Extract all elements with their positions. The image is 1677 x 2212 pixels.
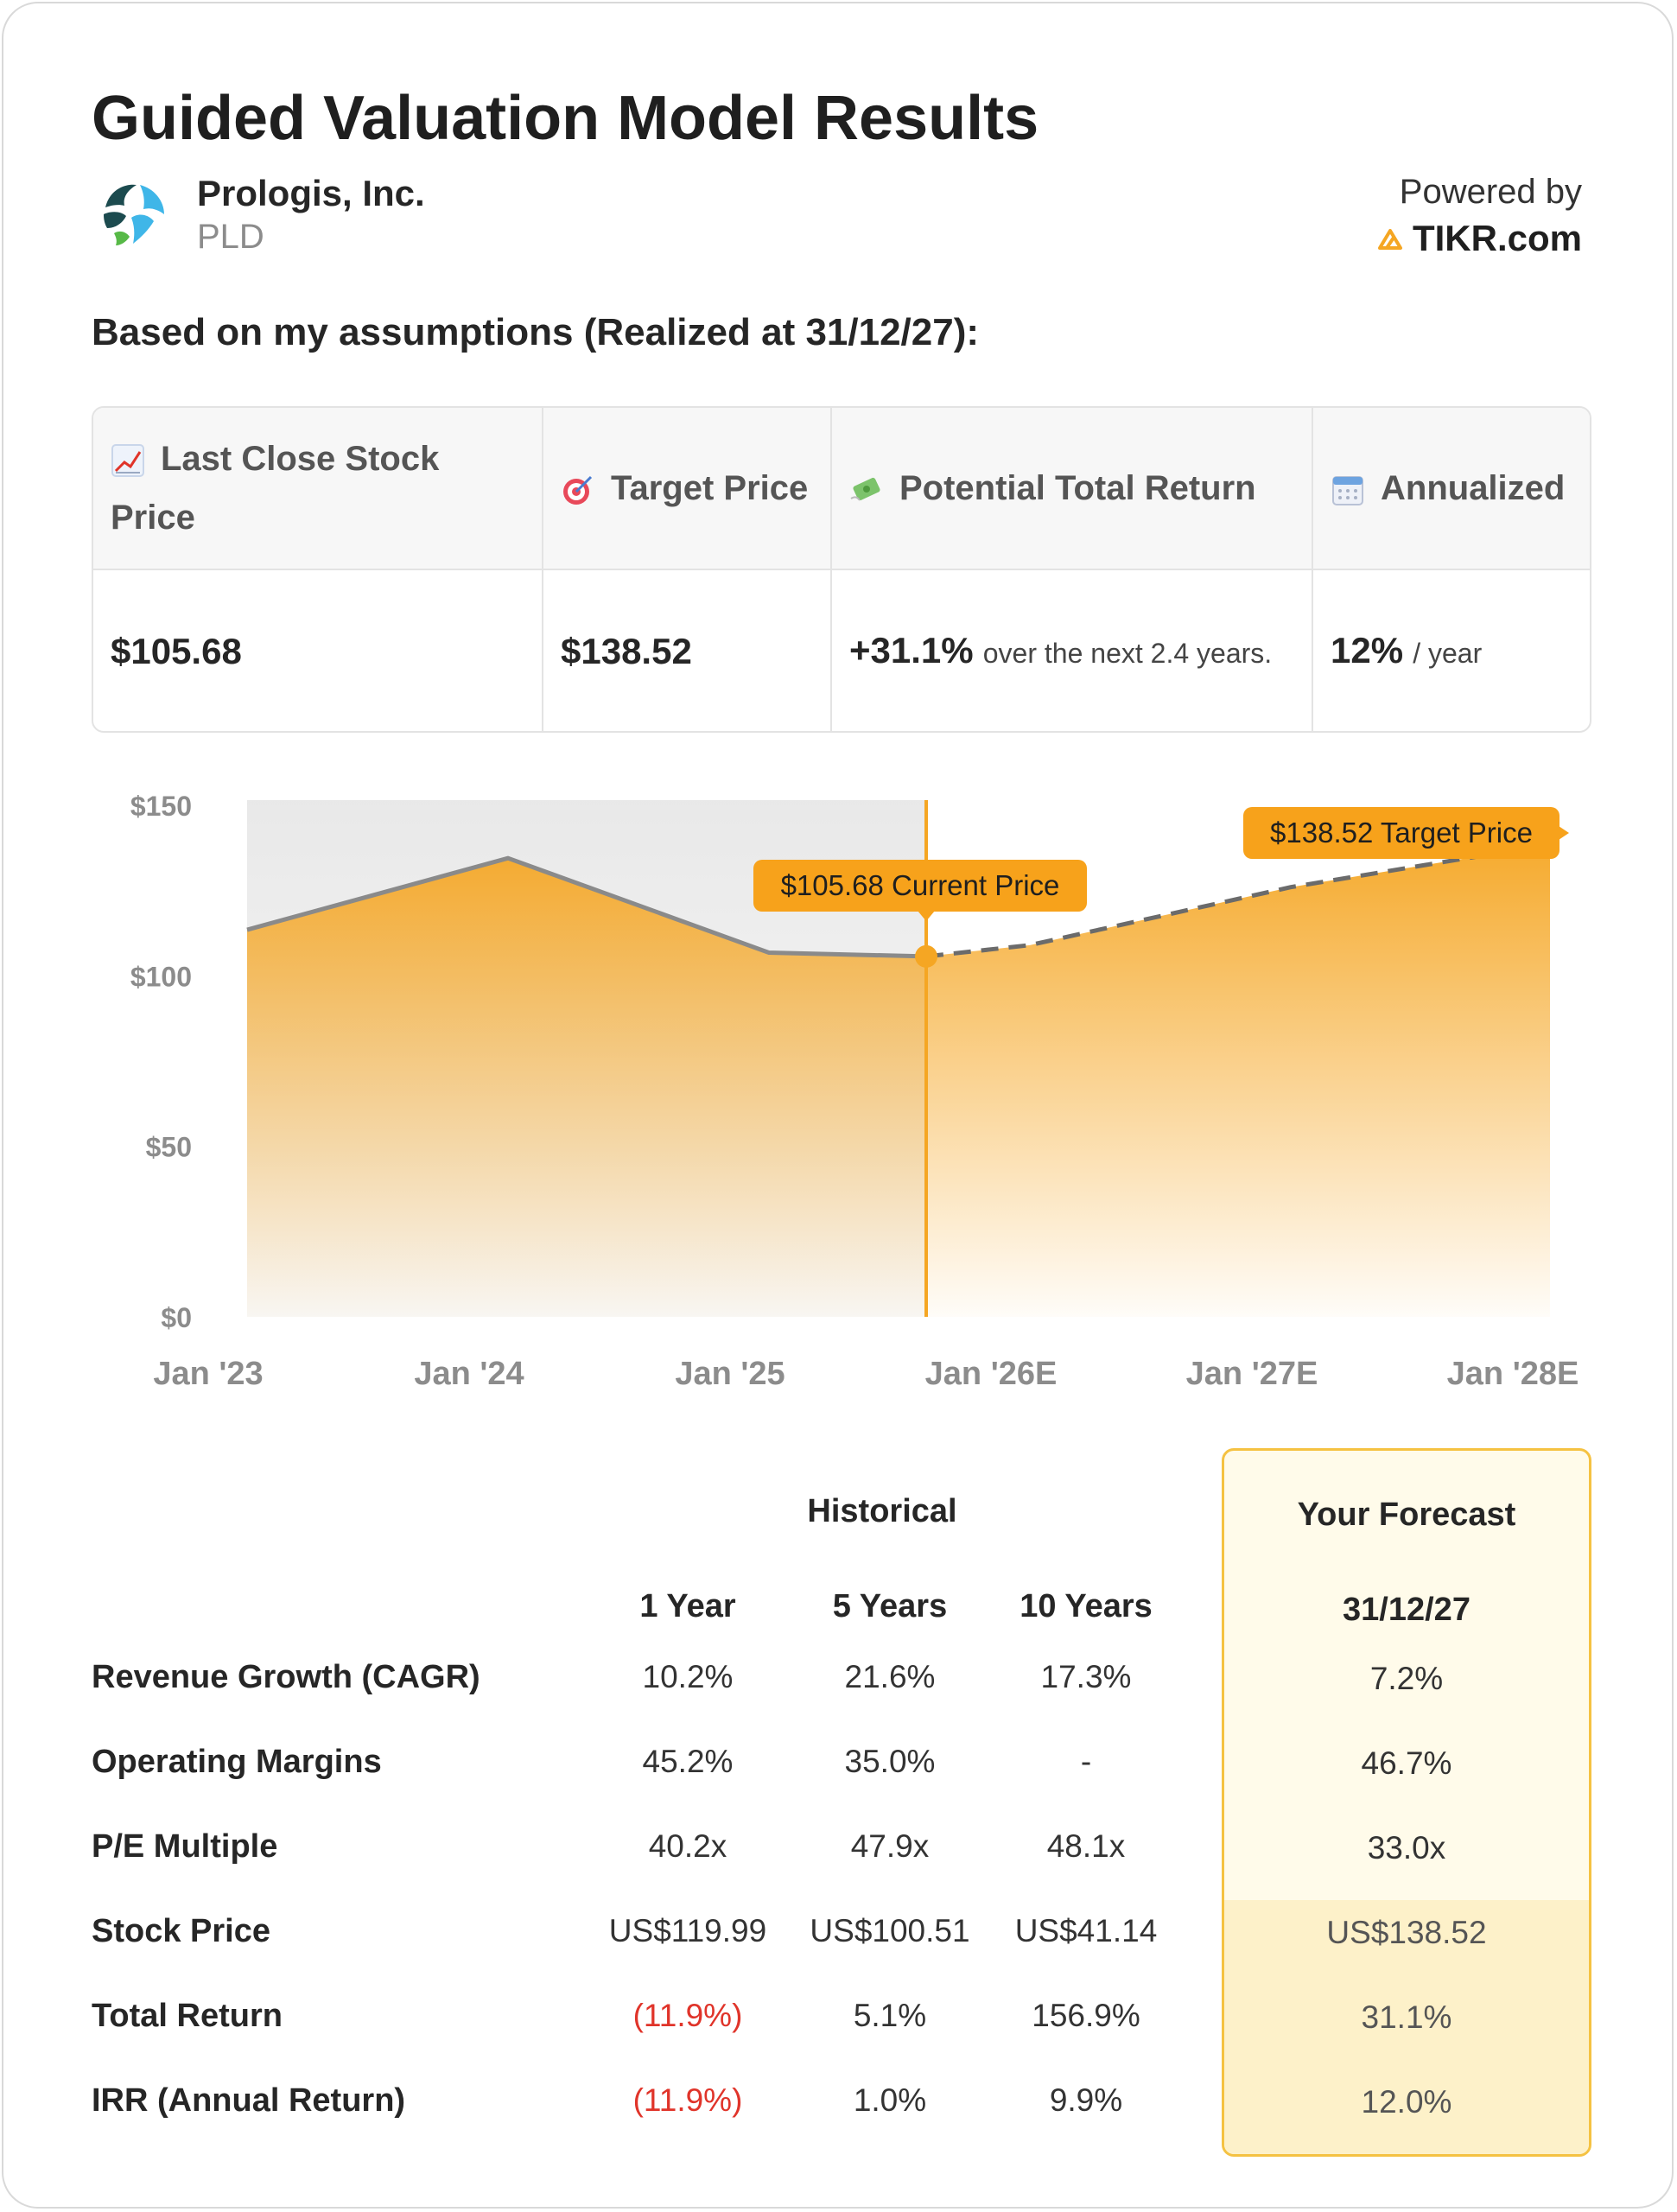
x-tick-label: Jan '28E [1447, 1356, 1579, 1392]
table-cell: 47.9x [850, 1828, 930, 1864]
current-price-marker [915, 944, 937, 968]
x-tick-label: Jan '25 [675, 1356, 785, 1392]
summary-col-last-close: Last Close Stock Price $105.68 [93, 408, 543, 731]
forecast-column-box [1222, 1448, 1591, 2157]
table-cell: 48.1x [1046, 1828, 1126, 1864]
ticker-symbol: PLD [197, 218, 264, 256]
table-cell: US$119.99 [608, 1913, 767, 1948]
x-tick-label: Jan '24 [414, 1356, 524, 1392]
price-area [247, 844, 1550, 1317]
forecast-line [925, 842, 1551, 959]
annualized-suffix: / year [1413, 637, 1483, 669]
tikr-brand-link[interactable]: TIKR.com [1377, 218, 1582, 259]
table-cell: US$100.51 [810, 1913, 970, 1948]
price-chart: $0 $50 $100 $150 Jan '23 Jan '24 Jan '25 Jan '2… [3, 764, 1677, 1421]
row-label-total-return: Total Return [92, 1998, 283, 2034]
summary-label-total-return: Potential Total Return [899, 469, 1256, 507]
table-cell: 45.2% [642, 1744, 734, 1779]
page-title: Guided Valuation Model Results [92, 84, 1039, 153]
table-cell: - [1080, 1744, 1092, 1779]
chart-increasing-icon [111, 444, 144, 478]
powered-by-label: Powered by [1399, 173, 1582, 211]
y-tick-label: $0 [161, 1302, 192, 1333]
target-price-label-text: $138.52 Target Price [1270, 817, 1533, 849]
forecast-date-header: 31/12/27 [1343, 1592, 1471, 1628]
forecast-cell: 12.0% [1361, 2084, 1452, 2120]
row-label-operating-margins: Operating Margins [92, 1744, 382, 1780]
summary-table: Last Close Stock Price $105.68 Target Pr… [92, 406, 1591, 733]
historical-line [246, 855, 927, 959]
table-cell: US$41.14 [1014, 1913, 1158, 1948]
assumptions-heading: Based on my assumptions (Realized at 31/… [92, 311, 980, 353]
table-cell: 156.9% [1032, 1998, 1140, 2033]
y-tick-label: $100 [130, 961, 192, 992]
metrics-table: Historical Your Forecast 1 Year 5 Years … [3, 1438, 1677, 2164]
target-price-label-pointer [1559, 826, 1569, 840]
annualized-value: 12% [1331, 629, 1404, 671]
col-header-1-year: 1 Year [639, 1588, 736, 1624]
current-price-label-pointer [918, 911, 935, 921]
total-return-value: +31.1% [849, 629, 974, 671]
forecast-cell: 31.1% [1361, 1999, 1452, 2035]
table-cell: 5.1% [853, 1998, 927, 2033]
row-label-pe-multiple: P/E Multiple [92, 1828, 278, 1865]
total-return-suffix: over the next 2.4 years. [982, 637, 1273, 669]
tikr-logo-icon [1377, 229, 1402, 250]
table-cell-negative: (11.9%) [632, 2082, 743, 2118]
price-chart-svg: $0 $50 $100 $150 Jan '23 Jan '24 Jan '25 Jan '2… [130, 791, 1579, 1392]
col-header-10-years: 10 Years [1020, 1588, 1153, 1624]
summary-label-target: Target Price [611, 469, 809, 507]
table-cell: 17.3% [1040, 1659, 1132, 1694]
table-cell-negative: (11.9%) [632, 1998, 743, 2033]
summary-label-annualized: Annualized [1381, 469, 1566, 507]
y-tick-label: $50 [146, 1132, 192, 1163]
table-cell: 40.2x [648, 1828, 727, 1864]
table-cell: 21.6% [844, 1659, 936, 1694]
x-tick-label: Jan '23 [153, 1356, 263, 1392]
row-label-revenue-growth: Revenue Growth (CAGR) [92, 1659, 480, 1695]
summary-label-last-close: Last Close Stock Price [111, 440, 440, 537]
target-price-value: $138.52 [561, 631, 692, 671]
forecast-cell: US$138.52 [1326, 1915, 1487, 1950]
forecast-lower-highlight [1224, 1900, 1589, 2154]
y-tick-label: $150 [130, 791, 192, 822]
current-price-label: $105.68 Current Price [753, 860, 1087, 912]
tikr-brand-text: TIKR.com [1412, 218, 1582, 258]
forecast-cell: 33.0x [1367, 1830, 1446, 1866]
forecast-header: Your Forecast [1297, 1497, 1516, 1533]
summary-col-target: Target Price $138.52 [543, 408, 832, 731]
table-cell: 35.0% [844, 1744, 936, 1779]
current-price-label-text: $105.68 Current Price [781, 869, 1060, 901]
forecast-cell: 7.2% [1369, 1661, 1444, 1696]
col-header-5-years: 5 Years [832, 1588, 948, 1624]
last-close-value: $105.68 [111, 631, 242, 671]
x-tick-label: Jan '26E [925, 1356, 1058, 1392]
money-flying-icon [850, 478, 880, 502]
forecast-cell: 46.7% [1361, 1745, 1452, 1781]
table-cell: 9.9% [1049, 2082, 1123, 2118]
calendar-icon [1332, 476, 1363, 506]
row-label-stock-price: Stock Price [92, 1913, 270, 1949]
summary-col-total-return: Potential Total Return +31.1% over the n… [832, 408, 1313, 731]
table-cell: 1.0% [853, 2082, 927, 2118]
table-cell: 10.2% [642, 1659, 734, 1694]
target-price-label: $138.52 Target Price [1243, 807, 1559, 859]
target-icon [563, 476, 593, 505]
row-label-irr: IRR (Annual Return) [92, 2082, 406, 2119]
target-price-label-bg [1243, 807, 1559, 859]
historical-header: Historical [807, 1493, 957, 1529]
x-tick-label: Jan '27E [1186, 1356, 1318, 1392]
current-price-label-bg [753, 860, 1087, 912]
prologis-logo-icon [100, 181, 166, 247]
company-name: Prologis, Inc. [197, 173, 425, 213]
summary-col-annualized: Annualized 12% / year [1313, 408, 1590, 731]
